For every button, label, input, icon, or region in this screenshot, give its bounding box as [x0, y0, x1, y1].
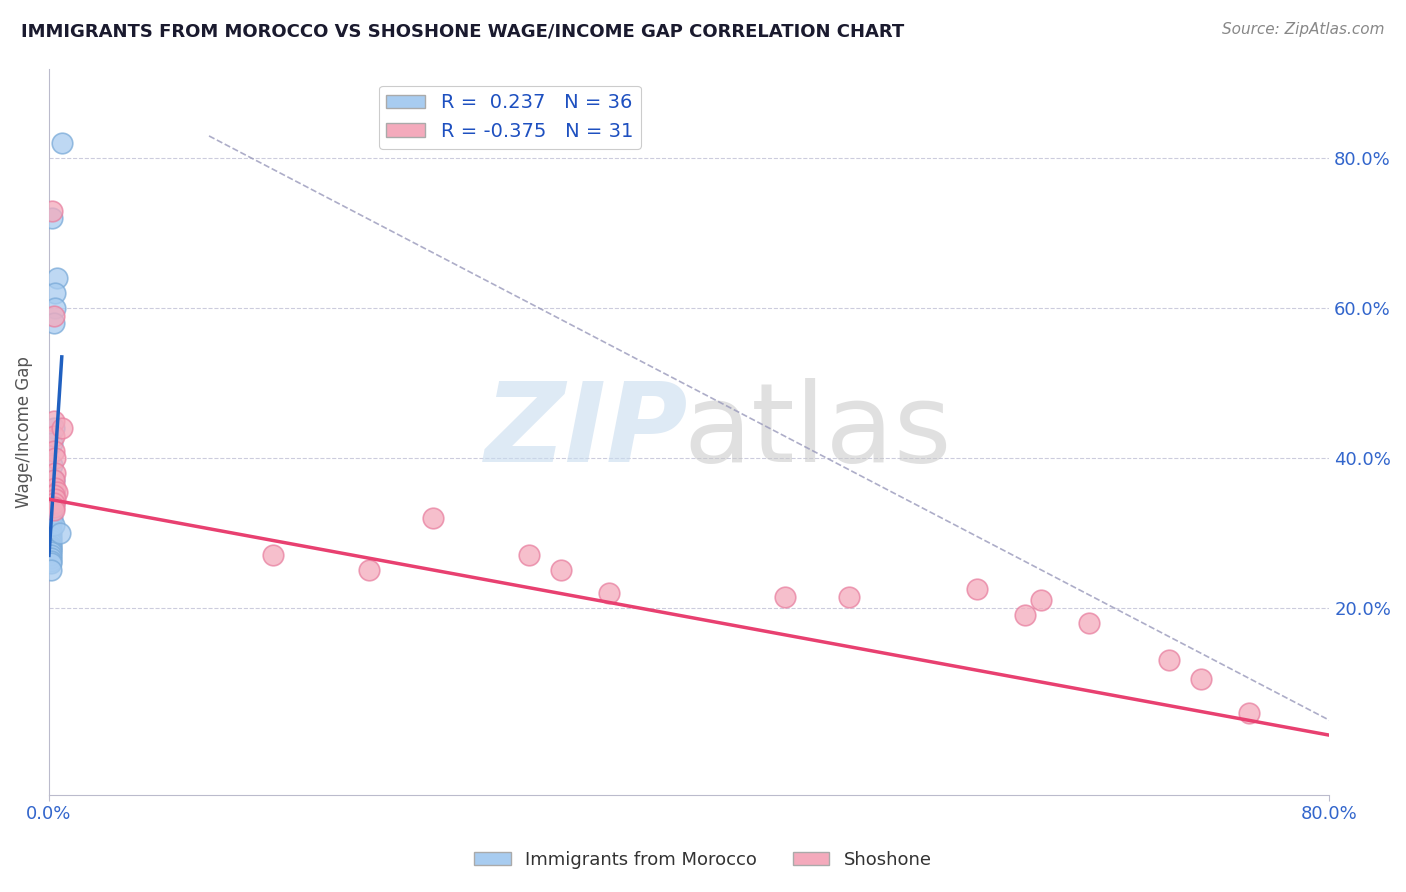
Point — [42, 316, 65, 330]
Text: ZIP: ZIP — [485, 378, 689, 485]
Point — [39, 533, 62, 548]
Point — [39, 518, 62, 533]
Point — [44, 286, 66, 301]
Text: IMMIGRANTS FROM MOROCCO VS SHOSHONE WAGE/INCOME GAP CORRELATION CHART: IMMIGRANTS FROM MOROCCO VS SHOSHONE WAGE… — [21, 22, 904, 40]
Point — [51, 136, 73, 151]
Point — [42, 488, 65, 502]
Point — [42, 503, 65, 517]
Point — [39, 563, 62, 577]
Point — [41, 211, 63, 226]
Point — [598, 586, 620, 600]
Legend: Immigrants from Morocco, Shoshone: Immigrants from Morocco, Shoshone — [467, 844, 939, 876]
Point — [39, 554, 62, 568]
Text: Source: ZipAtlas.com: Source: ZipAtlas.com — [1222, 22, 1385, 37]
Point — [422, 511, 444, 525]
Point — [39, 515, 62, 529]
Point — [42, 474, 65, 488]
Point — [39, 539, 62, 553]
Point — [44, 450, 66, 465]
Point — [39, 525, 62, 540]
Point — [1014, 608, 1036, 623]
Point — [39, 556, 62, 570]
Point — [39, 541, 62, 555]
Point — [49, 525, 72, 540]
Point — [42, 428, 65, 442]
Point — [44, 466, 66, 480]
Point — [39, 543, 62, 558]
Point — [51, 421, 73, 435]
Point — [41, 511, 63, 525]
Point — [42, 309, 65, 323]
Point — [42, 500, 65, 514]
Point — [42, 413, 65, 427]
Point — [41, 458, 63, 473]
Point — [550, 563, 572, 577]
Point — [46, 271, 69, 285]
Point — [41, 436, 63, 450]
Point — [773, 590, 796, 604]
Point — [41, 488, 63, 502]
Point — [262, 549, 284, 563]
Point — [39, 507, 62, 521]
Point — [44, 492, 66, 507]
Point — [1031, 593, 1053, 607]
Point — [39, 536, 62, 550]
Point — [39, 503, 62, 517]
Point — [42, 496, 65, 510]
Point — [41, 203, 63, 218]
Point — [838, 590, 860, 604]
Point — [41, 492, 63, 507]
Point — [39, 549, 62, 563]
Point — [42, 496, 65, 510]
Legend: R =  0.237   N = 36, R = -0.375   N = 31: R = 0.237 N = 36, R = -0.375 N = 31 — [378, 86, 641, 149]
Point — [1189, 672, 1212, 686]
Point — [44, 481, 66, 495]
Point — [39, 522, 62, 536]
Point — [42, 484, 65, 499]
Point — [42, 474, 65, 488]
Point — [39, 545, 62, 559]
Point — [1159, 653, 1181, 667]
Text: atlas: atlas — [683, 378, 952, 485]
Point — [42, 421, 65, 435]
Point — [42, 518, 65, 533]
Point — [517, 549, 540, 563]
Point — [357, 563, 380, 577]
Point — [42, 443, 65, 458]
Point — [44, 301, 66, 316]
Point — [46, 484, 69, 499]
Point — [1239, 706, 1261, 720]
Point — [1078, 615, 1101, 630]
Point — [41, 500, 63, 514]
Point — [39, 551, 62, 566]
Point — [39, 530, 62, 544]
Point — [966, 582, 988, 596]
Y-axis label: Wage/Income Gap: Wage/Income Gap — [15, 356, 32, 508]
